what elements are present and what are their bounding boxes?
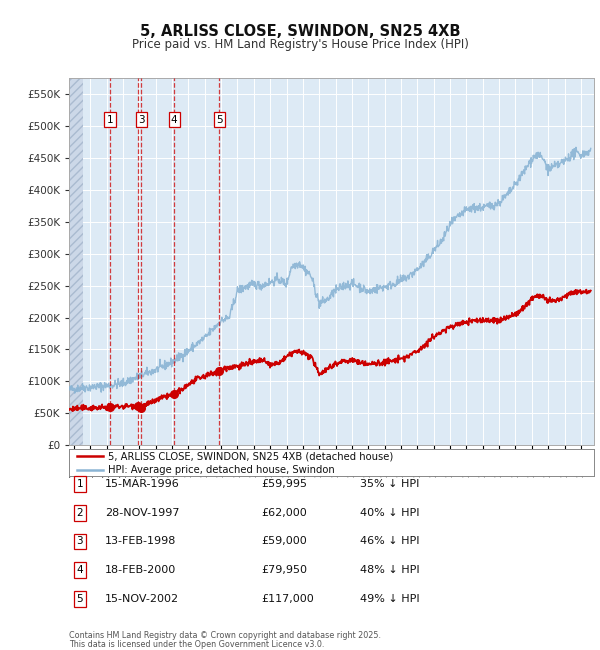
Text: This data is licensed under the Open Government Licence v3.0.: This data is licensed under the Open Gov… xyxy=(69,640,325,649)
Text: 3: 3 xyxy=(76,536,83,547)
Text: Contains HM Land Registry data © Crown copyright and database right 2025.: Contains HM Land Registry data © Crown c… xyxy=(69,631,381,640)
Text: 1: 1 xyxy=(107,114,113,125)
Text: £59,995: £59,995 xyxy=(261,479,307,489)
Text: 4: 4 xyxy=(76,565,83,575)
Text: 1: 1 xyxy=(76,479,83,489)
Text: 5, ARLISS CLOSE, SWINDON, SN25 4XB: 5, ARLISS CLOSE, SWINDON, SN25 4XB xyxy=(140,23,460,39)
Text: Price paid vs. HM Land Registry's House Price Index (HPI): Price paid vs. HM Land Registry's House … xyxy=(131,38,469,51)
Text: 4: 4 xyxy=(171,114,178,125)
Text: 5: 5 xyxy=(216,114,223,125)
Text: 28-NOV-1997: 28-NOV-1997 xyxy=(105,508,179,518)
Text: £59,000: £59,000 xyxy=(261,536,307,547)
Text: 46% ↓ HPI: 46% ↓ HPI xyxy=(360,536,419,547)
Text: 5, ARLISS CLOSE, SWINDON, SN25 4XB (detached house): 5, ARLISS CLOSE, SWINDON, SN25 4XB (deta… xyxy=(109,451,394,461)
Text: HPI: Average price, detached house, Swindon: HPI: Average price, detached house, Swin… xyxy=(109,465,335,474)
Text: 40% ↓ HPI: 40% ↓ HPI xyxy=(360,508,419,518)
Text: 35% ↓ HPI: 35% ↓ HPI xyxy=(360,479,419,489)
Text: 18-FEB-2000: 18-FEB-2000 xyxy=(105,565,176,575)
Text: 15-NOV-2002: 15-NOV-2002 xyxy=(105,593,179,604)
Text: 13-FEB-1998: 13-FEB-1998 xyxy=(105,536,176,547)
Text: 15-MAR-1996: 15-MAR-1996 xyxy=(105,479,180,489)
Text: 3: 3 xyxy=(138,114,145,125)
Bar xyxy=(69,78,83,445)
Text: 48% ↓ HPI: 48% ↓ HPI xyxy=(360,565,419,575)
Text: 49% ↓ HPI: 49% ↓ HPI xyxy=(360,593,419,604)
Text: 2: 2 xyxy=(76,508,83,518)
Text: 5: 5 xyxy=(76,593,83,604)
Text: £79,950: £79,950 xyxy=(261,565,307,575)
Text: £62,000: £62,000 xyxy=(261,508,307,518)
Text: £117,000: £117,000 xyxy=(261,593,314,604)
